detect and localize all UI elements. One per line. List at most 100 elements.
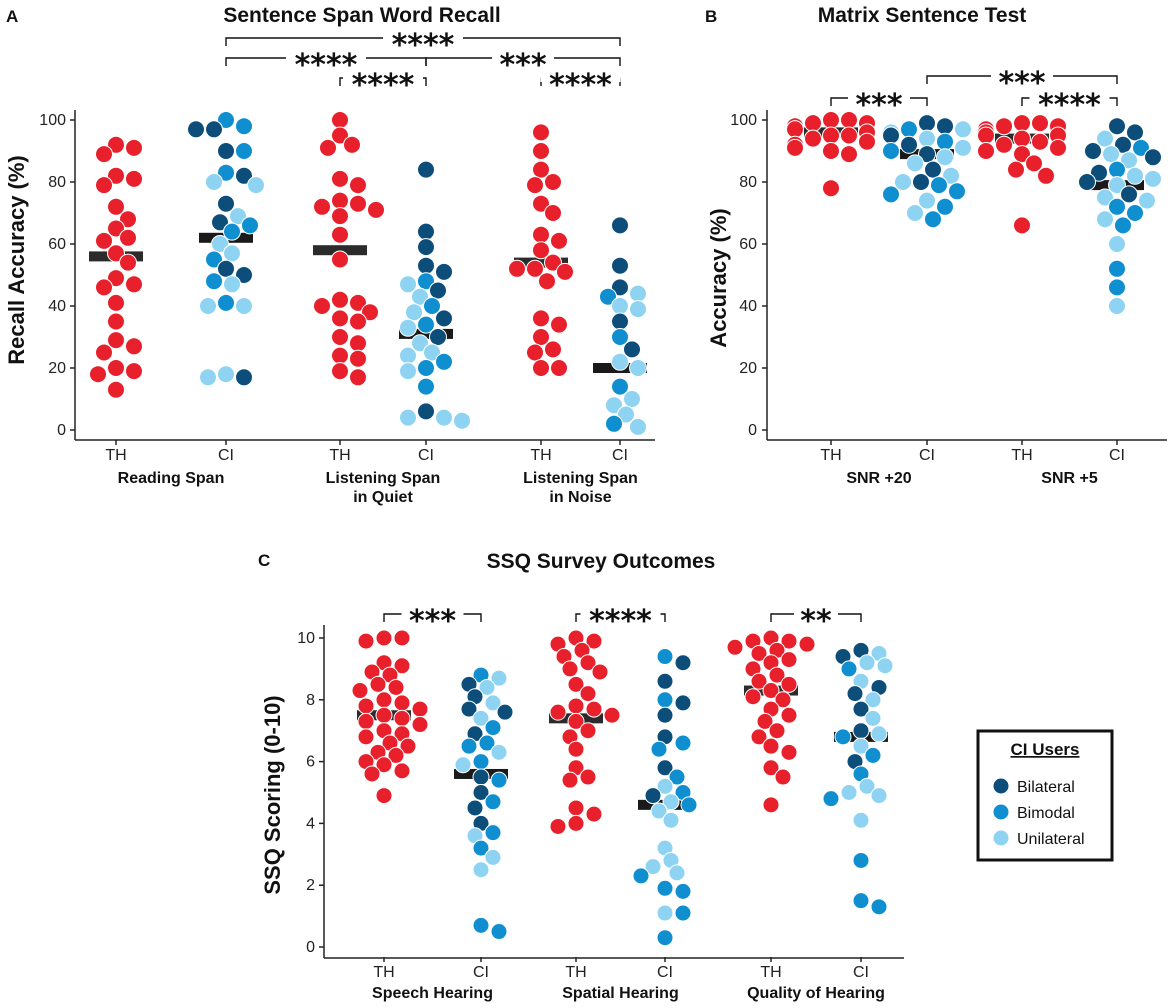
panel-a-point-th (349, 194, 367, 213)
panel-b-point-bimodal (1132, 138, 1150, 157)
panel-c-title: SSQ Survey Outcomes (487, 550, 716, 573)
panel-c-point-th (561, 771, 579, 789)
panel-c-point-th (756, 712, 774, 730)
panel-a-point-unilateral (247, 176, 265, 195)
panel-c-y-tick-label: 4 (306, 815, 315, 832)
legend-marker-unilateral (992, 829, 1010, 847)
legend-marker-bimodal (992, 803, 1010, 821)
panel-a-y-tick-label: 20 (48, 360, 66, 377)
panel-c-point-bimodal (490, 771, 508, 789)
panel-letter-b: B (705, 7, 717, 26)
panel-c-point-bilateral (460, 700, 478, 718)
panel-c-point-th (375, 756, 393, 774)
panel-c-group-label: Speech Hearing (372, 985, 493, 1002)
panel-c-point-th (780, 675, 798, 693)
panel-b-point-th (786, 120, 804, 139)
panel-c-point-unilateral (852, 737, 870, 755)
panel-a-point-th (532, 328, 550, 346)
panel-b-y-tick-label: 100 (730, 112, 757, 129)
panel-c-point-unilateral (472, 861, 490, 879)
panel-a-point-th (95, 176, 113, 195)
panel-b-point-th (1049, 138, 1067, 157)
panel-c-point-bimodal (478, 734, 496, 752)
panel-c: C SSQ Survey Outcomes SSQ Scoring (0-10)… (258, 550, 904, 1002)
panel-c-point-th (549, 703, 567, 721)
panel-a-point-bilateral (187, 120, 205, 139)
panel-a-point-bilateral (417, 222, 435, 241)
panel-c-point-th (357, 728, 375, 746)
panel-a-group-label: in Quiet (353, 489, 413, 506)
panel-a-point-th (349, 293, 367, 312)
panel-c-point-th (780, 743, 798, 761)
panel-c-point-th (591, 663, 609, 681)
panel-c-y-tick-label: 10 (297, 630, 315, 647)
panel-b-x-ticks: TH CI TH CI SNR +20 SNR +5 (820, 440, 1125, 487)
panel-a-point-unilateral (205, 173, 223, 191)
panel-c-point-unilateral (864, 691, 882, 709)
panel-b-point-unilateral (906, 204, 924, 222)
panel-a-point-th (331, 126, 349, 145)
panel-a-point-bimodal (417, 272, 435, 291)
panel-a-point-th (331, 169, 349, 188)
panel-a-point-bimodal (435, 352, 453, 371)
panel-a-point-bimodal (423, 297, 441, 315)
panel-c-point-th (567, 799, 585, 817)
panel-a-significance-gap (286, 54, 366, 62)
panel-a-point-th (107, 244, 125, 263)
panel-c-x-ticks: TH CI TH CI TH CI Speech Hearing Spatial Hearin… (372, 957, 885, 1002)
panel-a-x-tick-ci: CI (218, 447, 234, 464)
panel-c-point-th (579, 722, 597, 740)
panel-c-point-th (762, 737, 780, 755)
panel-c-point-bimodal (840, 660, 858, 678)
panel-a-point-th (319, 138, 337, 157)
panel-c-point-bimodal (674, 882, 692, 900)
panel-b-significance-gap (1029, 94, 1110, 102)
panel-a-point-th (343, 135, 361, 154)
panel-c-point-unilateral (668, 864, 686, 882)
panel-b-point-th (822, 179, 840, 198)
panel-c-point-bimodal (484, 824, 502, 842)
panel-b-point-bimodal (930, 176, 948, 195)
panel-c-y-axis-label: SSQ Scoring (0-10) (260, 695, 285, 894)
panel-b-x-tick-th: TH (820, 447, 841, 464)
panel-b-significance: ****** **** (830, 66, 1118, 123)
panel-a-y-axis-label: Recall Accuracy (%) (4, 155, 29, 365)
panel-c-point-unilateral (876, 657, 894, 675)
panel-c-point-bimodal (472, 916, 490, 934)
panel-c-point-th (375, 787, 393, 805)
panel-b-points (786, 111, 1162, 315)
panel-b-point-th (858, 132, 876, 151)
panel-a-title: Sentence Span Word Recall (223, 4, 500, 27)
panel-a-point-th (119, 210, 137, 229)
panel-a-x-tick-th: TH (530, 447, 551, 464)
panel-b-significance-gap (991, 72, 1053, 80)
panel-a-point-th (544, 340, 562, 359)
panel-b-point-bilateral (1144, 148, 1162, 167)
panel-b-y-tick-label: 60 (739, 236, 757, 253)
panel-a-point-th (119, 253, 137, 272)
panel-c-point-bimodal (822, 790, 840, 808)
panel-c-point-th (567, 697, 585, 715)
panel-c-point-th (774, 691, 792, 709)
panel-c-point-bimodal (656, 879, 674, 897)
panel-c-significance-stars: ** (800, 604, 832, 639)
panel-letter-a: A (6, 7, 18, 26)
panel-a-point-th (526, 176, 544, 195)
panel-a-point-th (313, 297, 331, 315)
panel-b-point-unilateral (1108, 235, 1126, 253)
panel-c-point-th (363, 765, 381, 783)
panel-b-point-bilateral (924, 160, 942, 179)
panel-c-point-th (567, 740, 585, 758)
panel-a-point-bimodal (217, 111, 235, 129)
panel-c-point-th (393, 694, 411, 712)
panel-a-point-th (125, 337, 143, 356)
panel-c-point-bilateral (852, 700, 870, 718)
panel-b-title: Matrix Sentence Test (818, 4, 1027, 27)
panel-a-point-th (107, 380, 125, 399)
panel-a-point-bimodal (205, 272, 223, 291)
panel-c-point-unilateral (656, 904, 674, 922)
panel-b-y-tick-label: 80 (739, 174, 757, 191)
panel-b-point-th (1013, 145, 1031, 164)
panel-a-point-unilateral (235, 297, 253, 315)
panel-b-point-th (995, 135, 1013, 154)
